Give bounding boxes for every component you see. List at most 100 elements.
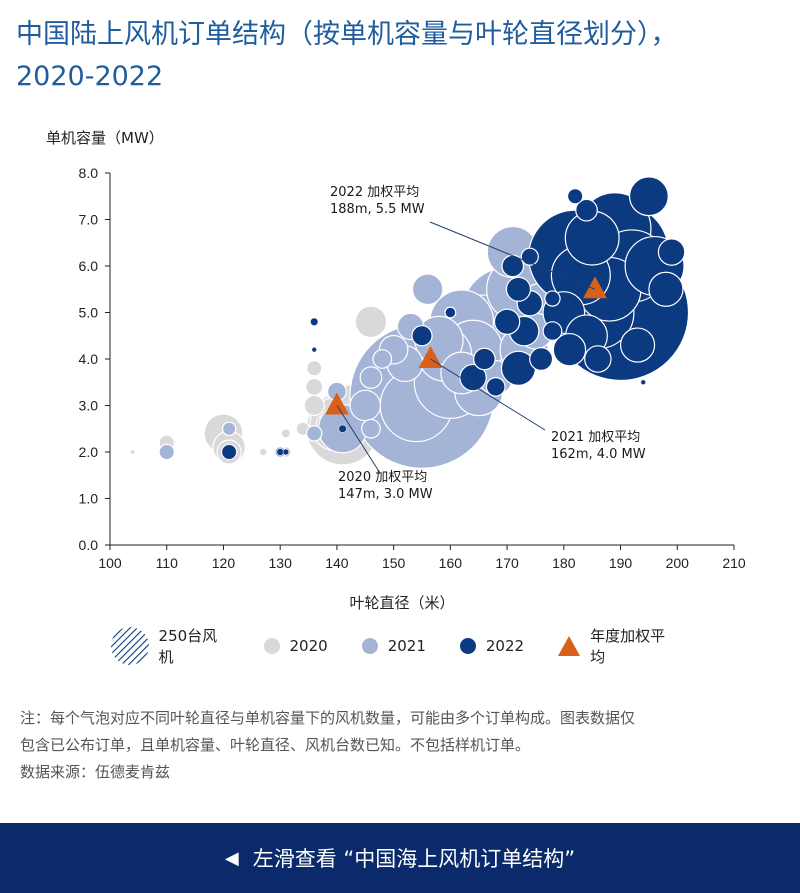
title-line-2: 2020-2022 xyxy=(16,61,164,92)
bubble-2022 xyxy=(311,347,317,353)
bubble-2022 xyxy=(529,347,554,372)
x-tick-label: 120 xyxy=(212,555,236,571)
bubble-2021 xyxy=(349,389,382,422)
bubble-2021 xyxy=(158,443,175,461)
legend-2022: 2022 xyxy=(459,637,525,655)
x-tick-label: 210 xyxy=(722,555,746,571)
bubble-2022 xyxy=(493,308,521,336)
bubble-2022 xyxy=(485,376,506,397)
y-tick-label: 6.0 xyxy=(79,258,99,274)
bubble-2022 xyxy=(411,325,433,347)
bubble-2020 xyxy=(305,377,324,396)
y-tick-label: 5.0 xyxy=(79,305,99,321)
bubble-chart: 2020 加权平均 147m, 3.0 MW 2021 加权平均 162m, 4.0 … xyxy=(46,129,746,612)
bubble-2022 xyxy=(619,327,656,363)
avg-marker xyxy=(583,276,608,299)
chart-legend: 250台风机 2020 2021 2022 年度加权平均 xyxy=(110,625,710,667)
note-line-1: 注：每个气泡对应不同叶轮直径与单机容量下的风机数量，可能由多个订单构成。图表数据… xyxy=(20,709,636,727)
bubble-2022 xyxy=(575,198,598,222)
avg-label-value: 147m, 3.0 MW xyxy=(338,487,433,502)
x-tick-label: 150 xyxy=(382,555,406,571)
x-axis-title: 叶轮直径（米） xyxy=(349,594,454,612)
legend-avg-icon xyxy=(558,636,581,656)
bubble-2022 xyxy=(505,276,532,302)
x-tick-label: 160 xyxy=(439,555,463,571)
bubble-2022 xyxy=(566,188,584,205)
legend-size-icon xyxy=(111,627,149,665)
bubble-2020 xyxy=(303,394,325,417)
bubble-2020 xyxy=(280,428,291,439)
bubble-2022 xyxy=(640,379,646,385)
bubble-2020 xyxy=(306,360,323,377)
bubble-2022 xyxy=(542,321,563,342)
avg-label-value: 188m, 5.5 MW xyxy=(330,202,425,217)
bubble-2022 xyxy=(648,271,684,307)
y-tick-label: 7.0 xyxy=(79,212,99,228)
y-tick-label: 1.0 xyxy=(79,491,99,507)
bubble-2022 xyxy=(338,424,347,433)
legend-2022-label: 2022 xyxy=(485,637,525,655)
bubble-2022 xyxy=(444,306,457,319)
bubble-2021 xyxy=(361,418,381,439)
legend-2020-label: 2020 xyxy=(289,637,328,655)
chart-note: 注：每个气泡对应不同叶轮直径与单机容量下的风机数量，可能由多个订单构成。图表数据… xyxy=(20,705,780,786)
bubble-2022 xyxy=(544,290,561,307)
avg-leader-line xyxy=(336,405,381,474)
avg-label-year: 2020 加权平均 xyxy=(338,469,427,485)
bubble-2022 xyxy=(628,176,669,217)
swipe-label: 左滑查看 “中国海上风机订单结构” xyxy=(252,847,576,871)
legend-2020: 2020 xyxy=(263,637,328,655)
bubble-2022 xyxy=(282,448,290,456)
left-arrow-icon: ◀ xyxy=(224,847,239,869)
y-tick-label: 3.0 xyxy=(79,398,99,414)
x-tick-label: 200 xyxy=(666,555,690,571)
swipe-footer[interactable]: ◀ 左滑查看 “中国海上风机订单结构” xyxy=(0,823,800,893)
legend-2021-dot xyxy=(361,638,378,654)
source-line: 数据来源：伍德麦肯兹 xyxy=(20,763,171,781)
bubble-2022 xyxy=(310,317,319,326)
legend-avg: 年度加权平均 xyxy=(558,625,676,667)
x-tick-label: 180 xyxy=(552,555,576,571)
x-tick-label: 140 xyxy=(325,555,349,571)
x-tick-label: 110 xyxy=(156,555,179,571)
avg-leader-line xyxy=(429,221,596,290)
bubble-2022 xyxy=(473,347,496,371)
bubble-2021 xyxy=(372,349,393,369)
title-line-1: 中国陆上风机订单结构（按单机容量与叶轮直径划分）， xyxy=(16,19,678,50)
legend-size-label: 250台风机 xyxy=(158,627,218,666)
bubble-2022 xyxy=(220,443,238,461)
bubble-2021 xyxy=(359,366,383,389)
avg-label-year: 2022 加权平均 xyxy=(330,184,419,200)
x-tick-label: 190 xyxy=(609,555,633,571)
y-tick-label: 2.0 xyxy=(79,444,99,460)
avg-label-year: 2021 加权平均 xyxy=(551,429,640,445)
bubble-2020 xyxy=(354,305,388,339)
legend-2021-label: 2021 xyxy=(387,637,426,655)
note-line-2: 包含已公布订单，且单机容量、叶轮直径、风机台数已知。不包括样机订单。 xyxy=(20,736,531,754)
y-tick-label: 8.0 xyxy=(79,165,99,181)
y-axis-title: 单机容量（MW） xyxy=(46,129,164,147)
bubble-2021 xyxy=(306,425,323,442)
bubble-2022 xyxy=(657,238,686,266)
legend-2022-dot xyxy=(459,638,476,654)
bubble-2022 xyxy=(552,332,587,367)
bubble-2022 xyxy=(584,345,612,373)
avg-leader-line xyxy=(430,358,546,431)
bubble-2021 xyxy=(411,273,444,306)
legend-size: 250台风机 xyxy=(110,625,230,667)
y-tick-label: 4.0 xyxy=(79,351,99,367)
avg-label-value: 162m, 4.0 MW xyxy=(551,447,646,462)
chart-title: 中国陆上风机订单结构（按单机容量与叶轮直径划分）， 2020-2022 xyxy=(16,14,786,98)
bubble-2020 xyxy=(259,448,267,456)
legend-2020-dot xyxy=(263,638,280,654)
bubble-2020 xyxy=(130,449,136,455)
legend-2021: 2021 xyxy=(361,637,426,655)
x-tick-label: 130 xyxy=(269,555,293,571)
x-tick-label: 170 xyxy=(495,555,519,571)
legend-avg-label: 年度加权平均 xyxy=(590,627,666,666)
bubble-2021 xyxy=(221,421,237,436)
bubble-2022 xyxy=(276,448,284,456)
y-tick-label: 0.0 xyxy=(79,537,99,553)
avg-marker xyxy=(324,392,349,415)
x-tick-label: 100 xyxy=(98,555,122,571)
